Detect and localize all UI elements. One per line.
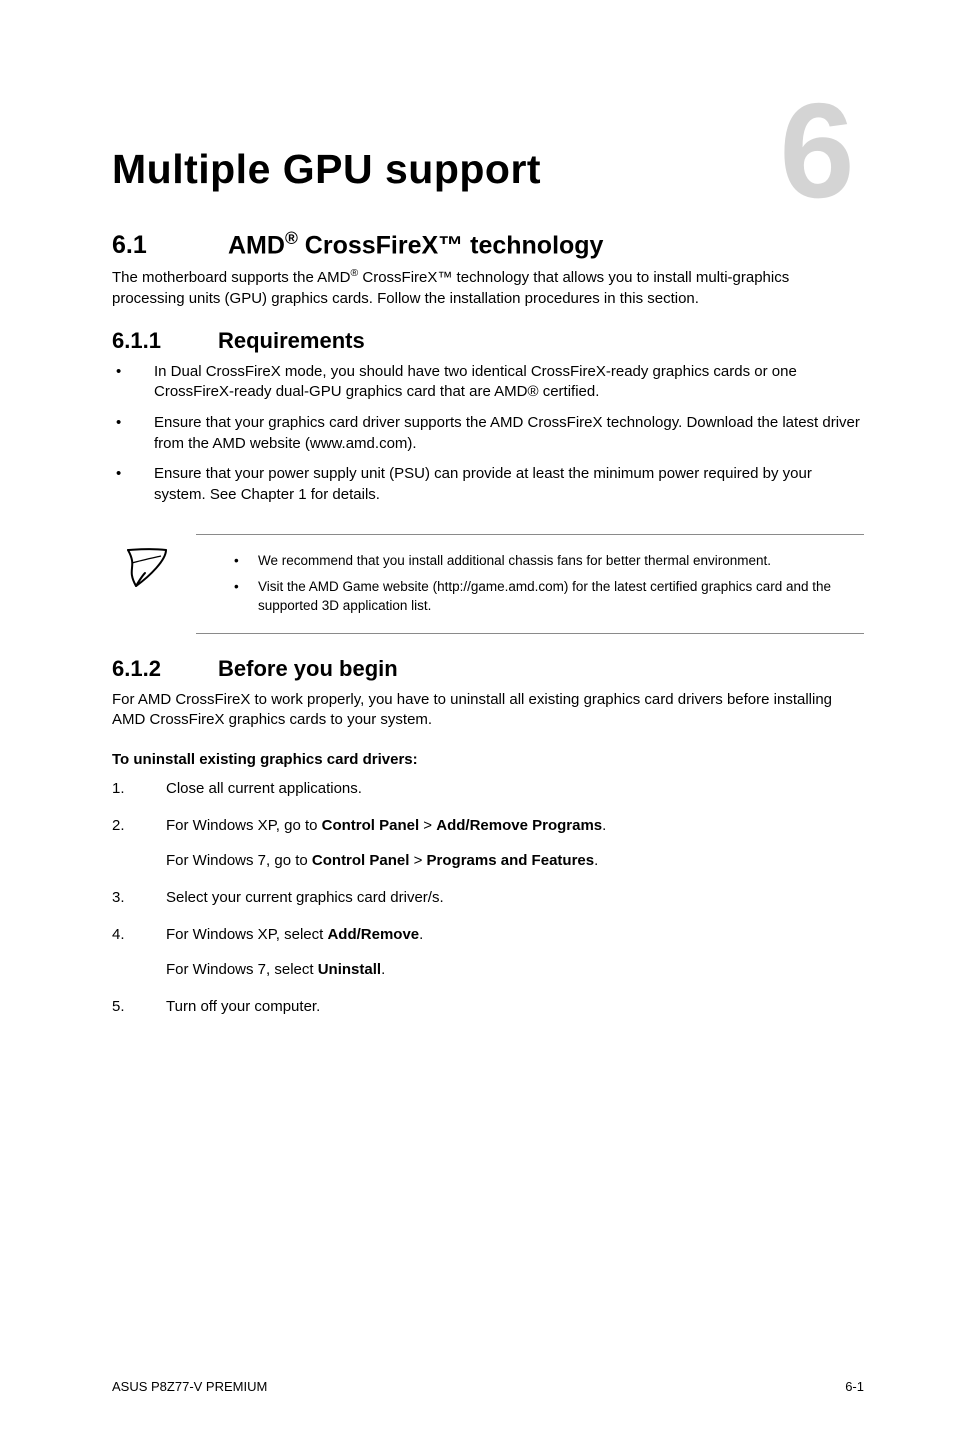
step-text: Select your current graphics card driver… xyxy=(166,889,444,906)
t: Add/Remove Programs xyxy=(436,817,602,834)
step-number: 1. xyxy=(112,778,125,799)
section-6-1-heading: 6.1AMD® CrossFireX™ technology xyxy=(112,228,864,260)
step-number: 3. xyxy=(112,887,125,908)
section-6-1-2-intro: For AMD CrossFireX to work properly, you… xyxy=(112,690,864,731)
section-6-1-2-heading: 6.1.2Before you begin xyxy=(112,656,864,682)
intro-part-1: The motherboard supports the AMD xyxy=(112,269,350,286)
step-number: 5. xyxy=(112,996,125,1017)
t: Programs and Features xyxy=(427,852,595,869)
t: > xyxy=(419,817,436,834)
list-item: 2. For Windows XP, go to Control Panel >… xyxy=(112,815,864,871)
note-list: We recommend that you install additional… xyxy=(218,552,864,616)
heading-reg: ® xyxy=(285,228,298,248)
chapter-header: Multiple GPU support 6 xyxy=(112,112,864,206)
section-number: 6.1 xyxy=(112,231,228,260)
uninstall-heading: To uninstall existing graphics card driv… xyxy=(112,751,864,768)
list-item: 1. Close all current applications. xyxy=(112,778,864,799)
heading-text: Before you begin xyxy=(218,656,398,681)
section-6-1-1-heading: 6.1.1Requirements xyxy=(112,328,864,354)
list-item: Visit the AMD Game website (http://game.… xyxy=(218,578,864,616)
step-text: For Windows XP, go to Control Panel > Ad… xyxy=(166,817,606,834)
step-text-sub: For Windows 7, select Uninstall. xyxy=(166,959,864,980)
chapter-number-box: 6 xyxy=(766,94,868,206)
list-item: Ensure that your power supply unit (PSU)… xyxy=(112,464,864,505)
chapter-number: 6 xyxy=(779,83,854,218)
t: . xyxy=(381,961,385,978)
list-item: Ensure that your graphics card driver su… xyxy=(112,413,864,454)
chapter-title: Multiple GPU support xyxy=(112,146,541,193)
t: For Windows XP, select xyxy=(166,926,327,943)
heading-text-b: CrossFireX™ technology xyxy=(298,231,604,259)
t: . xyxy=(602,817,606,834)
t: For Windows XP, go to xyxy=(166,817,322,834)
note-callout: We recommend that you install additional… xyxy=(112,534,864,634)
heading-text: Requirements xyxy=(218,328,365,353)
step-text: Close all current applications. xyxy=(166,780,362,797)
section-number: 6.1.2 xyxy=(112,656,218,682)
step-text-sub: For Windows 7, go to Control Panel > Pro… xyxy=(166,850,864,871)
t: Control Panel xyxy=(322,817,420,834)
page-footer: ASUS P8Z77-V PREMIUM 6-1 xyxy=(112,1379,864,1394)
heading-text-a: AMD xyxy=(228,231,285,259)
list-item: In Dual CrossFireX mode, you should have… xyxy=(112,362,864,403)
step-text: For Windows XP, select Add/Remove. xyxy=(166,926,423,943)
t: Uninstall xyxy=(318,961,381,978)
step-number: 4. xyxy=(112,924,125,945)
t: Control Panel xyxy=(312,852,410,869)
list-item: 3. Select your current graphics card dri… xyxy=(112,887,864,908)
list-item: 5. Turn off your computer. xyxy=(112,996,864,1017)
list-item: 4. For Windows XP, select Add/Remove. Fo… xyxy=(112,924,864,980)
section-6-1-intro: The motherboard supports the AMD® CrossF… xyxy=(112,266,864,309)
step-text: Turn off your computer. xyxy=(166,998,320,1015)
t: For Windows 7, select xyxy=(166,961,318,978)
footer-right: 6-1 xyxy=(845,1379,864,1394)
t: > xyxy=(409,852,426,869)
t: . xyxy=(594,852,598,869)
t: . xyxy=(419,926,423,943)
t: For Windows 7, go to xyxy=(166,852,312,869)
footer-left: ASUS P8Z77-V PREMIUM xyxy=(112,1379,267,1394)
section-number: 6.1.1 xyxy=(112,328,218,354)
page: Multiple GPU support 6 6.1AMD® CrossFire… xyxy=(0,0,954,1438)
list-item: We recommend that you install additional… xyxy=(218,552,864,571)
step-number: 2. xyxy=(112,815,125,836)
note-icon xyxy=(122,534,196,634)
t: Add/Remove xyxy=(327,926,419,943)
requirements-list: In Dual CrossFireX mode, you should have… xyxy=(112,362,864,506)
steps-list: 1. Close all current applications. 2. Fo… xyxy=(112,778,864,1017)
note-body: We recommend that you install additional… xyxy=(196,534,864,634)
